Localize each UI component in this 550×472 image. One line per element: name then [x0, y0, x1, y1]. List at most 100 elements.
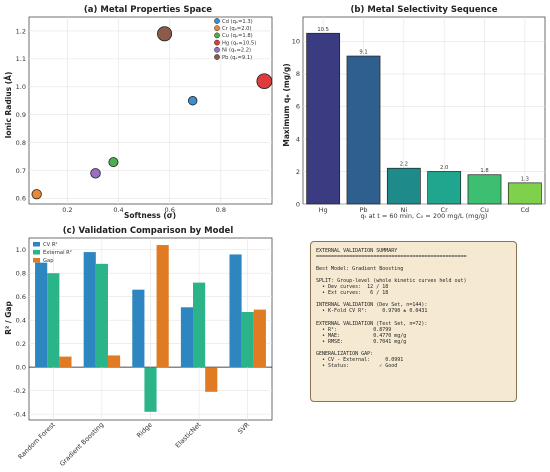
panel-c-bar	[205, 367, 218, 392]
panel-a-xtick-label: 0.4	[113, 206, 123, 214]
panel-c-bar	[144, 367, 157, 412]
panel-b-xtick-label: Ni	[400, 206, 407, 214]
panel-c-bar	[59, 356, 72, 368]
panel-c-bar	[132, 289, 145, 368]
panel-a-legend: Cd (qₑ=1.3)Cr (qₑ=2.0)Cu (qₑ=1.8)Hg (qₑ=…	[214, 18, 256, 61]
panel-b-xtick-label: Cu	[480, 206, 489, 214]
panel-b-bar	[427, 171, 462, 205]
panel-a-point	[157, 26, 173, 42]
panel-c-legend-label: External R²	[43, 250, 72, 256]
panel-c-ylabel: R² / Gap	[4, 301, 13, 335]
panel-c-xtick-label: ElasticNet	[174, 420, 203, 449]
panel-c-bar	[35, 262, 48, 368]
panel-b-ytick-label: 2	[296, 168, 300, 176]
summary-line: • Ext curves: 6 / 18	[316, 290, 389, 297]
panel-a-point	[90, 168, 101, 179]
panel-b-ytick-label: 4	[296, 135, 300, 143]
panel-a-ytick-label: 1.2	[16, 27, 26, 35]
panel-b-xtick-label: Cr	[441, 206, 449, 214]
panel-c-legend-swatch	[33, 242, 40, 247]
panel-b-bar	[386, 167, 421, 205]
panel-b-ytick-label: 0	[296, 200, 300, 208]
panel-b-value-label: 1.8	[480, 168, 488, 174]
panel-c-bar	[156, 245, 169, 368]
summary-line: ========================================…	[316, 254, 467, 261]
panel-a-legend-label: Pb (qₑ=9.1)	[222, 55, 252, 61]
panel-a-xtick-label: 0.8	[216, 206, 226, 214]
summary-line: • RMSE: 0.7041 mg/g	[316, 338, 407, 345]
summary-line: • Dev curves: 12 / 18	[316, 284, 389, 291]
panel-a-point	[108, 157, 119, 168]
panel-c-bar	[253, 309, 266, 368]
summary-line: • Status: ✓ Good	[316, 362, 398, 369]
summary-line: Best Model: Gradient Boosting	[316, 266, 404, 273]
panel-a-ytick-label: 0.8	[16, 139, 26, 147]
panel-c-legend-swatch	[33, 250, 40, 255]
panel-b-xtick-label: Cd	[520, 206, 529, 214]
panel-a-legend-marker	[214, 54, 220, 60]
panel-a-legend-marker	[214, 46, 220, 53]
panel-c-bar	[241, 311, 254, 368]
panel-a-xlabel: Softness (σ)	[124, 211, 176, 220]
panel-c-legend: CV R² External R² Gap	[33, 242, 72, 264]
panel-c-bar	[83, 252, 96, 368]
panel-a-title: (a) Metal Properties Space	[84, 5, 212, 15]
panel-a-legend-marker	[214, 32, 220, 39]
validation-summary-box: EXTERNAL VALIDATION SUMMARY =============…	[310, 241, 517, 402]
panel-a-point	[256, 73, 273, 90]
panel-b-bar: (b) Metal Selectivity Sequence 0 2 4 6 8 10 Hg…	[282, 5, 546, 220]
panel-b-xlabel: qₜ at t = 60 min, C₀ = 200 mg/L (mg/g)	[361, 212, 488, 220]
panel-a-ylabel: Ionic Radius (Å)	[4, 72, 13, 139]
panel-b-ytick-label: 8	[296, 70, 300, 78]
summary-line: EXTERNAL VALIDATION SUMMARY	[316, 248, 398, 254]
panel-a-scatter: (a) Metal Properties Space 0.2 0.4 0.6 0.8 0…	[4, 5, 273, 220]
panel-b-ylabel: Maximum qₑ (mg/g)	[282, 63, 291, 146]
panel-a-point	[31, 189, 42, 200]
panel-b-ytick-label: 10	[292, 38, 300, 46]
panel-b-bar	[306, 32, 341, 205]
panel-c-ytick-label: -0.4	[13, 410, 26, 418]
summary-line: SPLIT: Group-level (whole kinetic curves…	[316, 278, 467, 285]
panel-c-xtick-label: Random Forest	[16, 420, 57, 461]
panel-b-bar	[507, 182, 542, 205]
panel-c-xtick-label: Ridge	[135, 421, 154, 440]
panel-c-xtick-label: Gradient Boosting	[58, 421, 105, 468]
panel-a-xtick-label: 0.2	[62, 206, 72, 214]
panel-c-grouped-bar: (c) Validation Comparison by Model -0.4 -…	[4, 226, 273, 468]
panel-c-bar	[229, 254, 242, 368]
panel-b-xtick-label: Pb	[359, 206, 367, 214]
panel-b-xtick-label: Hg	[319, 206, 328, 214]
summary-line: • MAE: 0.4770 mg/g	[316, 332, 407, 339]
panel-c-ytick-label: 0.4	[16, 316, 26, 324]
panel-b-bar	[467, 174, 502, 205]
panel-c-bar	[47, 273, 60, 368]
panel-a-plot-area	[28, 16, 273, 205]
panel-a-legend-label: Cr (qₑ=2.0)	[222, 26, 252, 32]
panel-a-ytick-label: 0.6	[16, 195, 26, 203]
panel-c-ytick-label: 0.0	[16, 363, 26, 371]
panel-a-legend-label: Cd (qₑ=1.3)	[222, 19, 253, 25]
panel-b-value-label: 2.2	[400, 162, 408, 168]
panel-a-legend-marker	[214, 25, 220, 32]
panel-c-ytick-label: 0.2	[16, 340, 26, 348]
panel-a-legend-label: Hg (qₑ=10.5)	[222, 40, 256, 46]
summary-line: INTERNAL VALIDATION (Dev Set, n=144):	[316, 302, 428, 309]
panel-b-value-label: 2.0	[440, 165, 448, 171]
panel-a-point	[187, 96, 198, 106]
panel-c-bar	[107, 355, 121, 368]
summary-line: EXTERNAL VALIDATION (Test Set, n=72):	[316, 320, 428, 327]
panel-b-value-label: 10.5	[317, 27, 329, 33]
panel-b-ytick-label: 6	[296, 103, 300, 111]
panel-c-ytick-label: -0.2	[13, 387, 26, 395]
panel-b-value-label: 1.3	[521, 176, 529, 182]
panel-b-bar	[346, 55, 381, 205]
panel-a-ytick-label: 1.0	[16, 83, 26, 91]
panel-c-bar	[193, 282, 206, 368]
panel-a-legend-label: Ni (qₑ=2.2)	[222, 48, 251, 54]
summary-line: • CV - External: 0.0991	[316, 356, 404, 363]
panel-c-ytick-label: 0.8	[16, 270, 26, 278]
panel-a-ytick-label: 0.9	[16, 111, 26, 119]
panel-a-legend-label: Cu (qₑ=1.8)	[222, 33, 253, 39]
panel-c-xtick-label: SVR	[236, 420, 251, 435]
